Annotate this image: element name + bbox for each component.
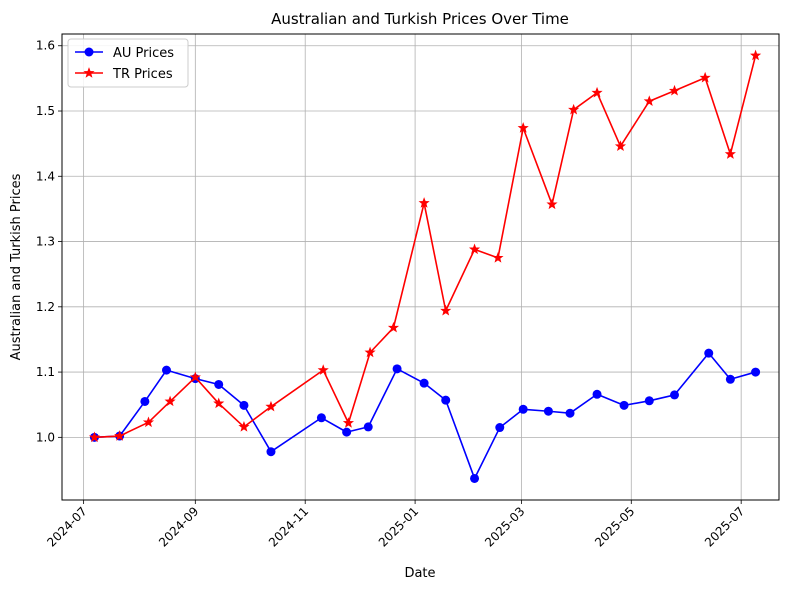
data-point — [699, 71, 711, 83]
data-point — [643, 95, 655, 106]
x-tick-label: 2024-09 — [156, 504, 201, 549]
data-point — [342, 417, 355, 428]
data-point — [546, 198, 558, 210]
x-tick-label: 2025-01 — [376, 504, 421, 549]
data-point — [517, 122, 529, 133]
x-axis-title: Date — [404, 566, 435, 581]
data-point — [392, 364, 402, 374]
y-tick-label: 1.6 — [36, 39, 55, 53]
data-point — [751, 367, 761, 377]
series-tr-prices — [88, 49, 762, 443]
data-point — [518, 404, 528, 414]
data-point — [364, 346, 376, 358]
grid — [62, 34, 779, 500]
data-point — [214, 379, 224, 389]
data-point — [440, 304, 452, 316]
data-point — [239, 400, 249, 410]
data-point — [592, 389, 602, 399]
data-point — [670, 390, 680, 400]
x-tick-label: 2024-07 — [44, 504, 89, 549]
x-tick-label: 2025-03 — [482, 504, 527, 549]
y-axis-title: Australian and Turkish Prices — [9, 173, 24, 360]
legend-box — [67, 38, 189, 88]
data-point — [161, 365, 171, 375]
data-point — [213, 397, 225, 409]
data-point — [614, 140, 627, 151]
y-tick-label: 1.3 — [36, 235, 55, 249]
legend-marker — [84, 47, 94, 57]
data-point — [750, 49, 762, 61]
data-point — [189, 371, 201, 383]
data-point — [387, 321, 400, 333]
y-tick-label: 1.0 — [36, 430, 55, 444]
y-tick-label: 1.1 — [36, 365, 55, 379]
data-point — [418, 197, 430, 208]
series-line — [94, 55, 757, 439]
data-point — [619, 400, 629, 410]
data-point — [704, 348, 714, 358]
data-point — [88, 431, 100, 443]
legend-label: AU Prices — [113, 46, 174, 61]
data-point — [492, 252, 504, 263]
chart-title: Australian and Turkish Prices Over Time — [271, 10, 569, 28]
plot-frame — [61, 33, 780, 501]
series-layer — [88, 49, 762, 483]
data-point — [317, 364, 329, 375]
legend-label: TR Prices — [112, 67, 173, 82]
data-point — [342, 427, 352, 437]
legend: AU Prices TR Prices — [67, 38, 189, 88]
data-point — [316, 413, 326, 423]
data-point — [265, 400, 277, 412]
data-point — [142, 416, 155, 428]
data-point — [591, 86, 603, 98]
data-point — [565, 408, 575, 418]
x-tick-label: 2025-05 — [592, 504, 637, 549]
data-point — [470, 473, 480, 483]
data-point — [568, 103, 580, 115]
data-point — [419, 378, 429, 388]
data-point — [441, 395, 451, 405]
data-point — [238, 421, 250, 432]
x-tick-label: 2024-11 — [266, 504, 311, 549]
data-point — [644, 396, 654, 406]
data-point — [543, 406, 553, 416]
data-point — [140, 396, 150, 406]
data-point — [266, 447, 276, 457]
y-tick-label: 1.4 — [36, 169, 55, 183]
y-tick-label: 1.5 — [36, 104, 55, 118]
data-point — [114, 430, 126, 441]
data-point — [164, 395, 176, 407]
data-point — [668, 84, 681, 96]
series-au-prices — [89, 348, 761, 483]
legend-marker — [83, 67, 95, 78]
data-point — [725, 374, 735, 384]
x-tick-label: 2025-07 — [702, 504, 747, 549]
data-point — [363, 422, 373, 432]
y-tick-label: 1.2 — [36, 300, 55, 314]
data-point — [468, 243, 481, 255]
data-point — [724, 148, 736, 159]
data-point — [495, 423, 505, 433]
